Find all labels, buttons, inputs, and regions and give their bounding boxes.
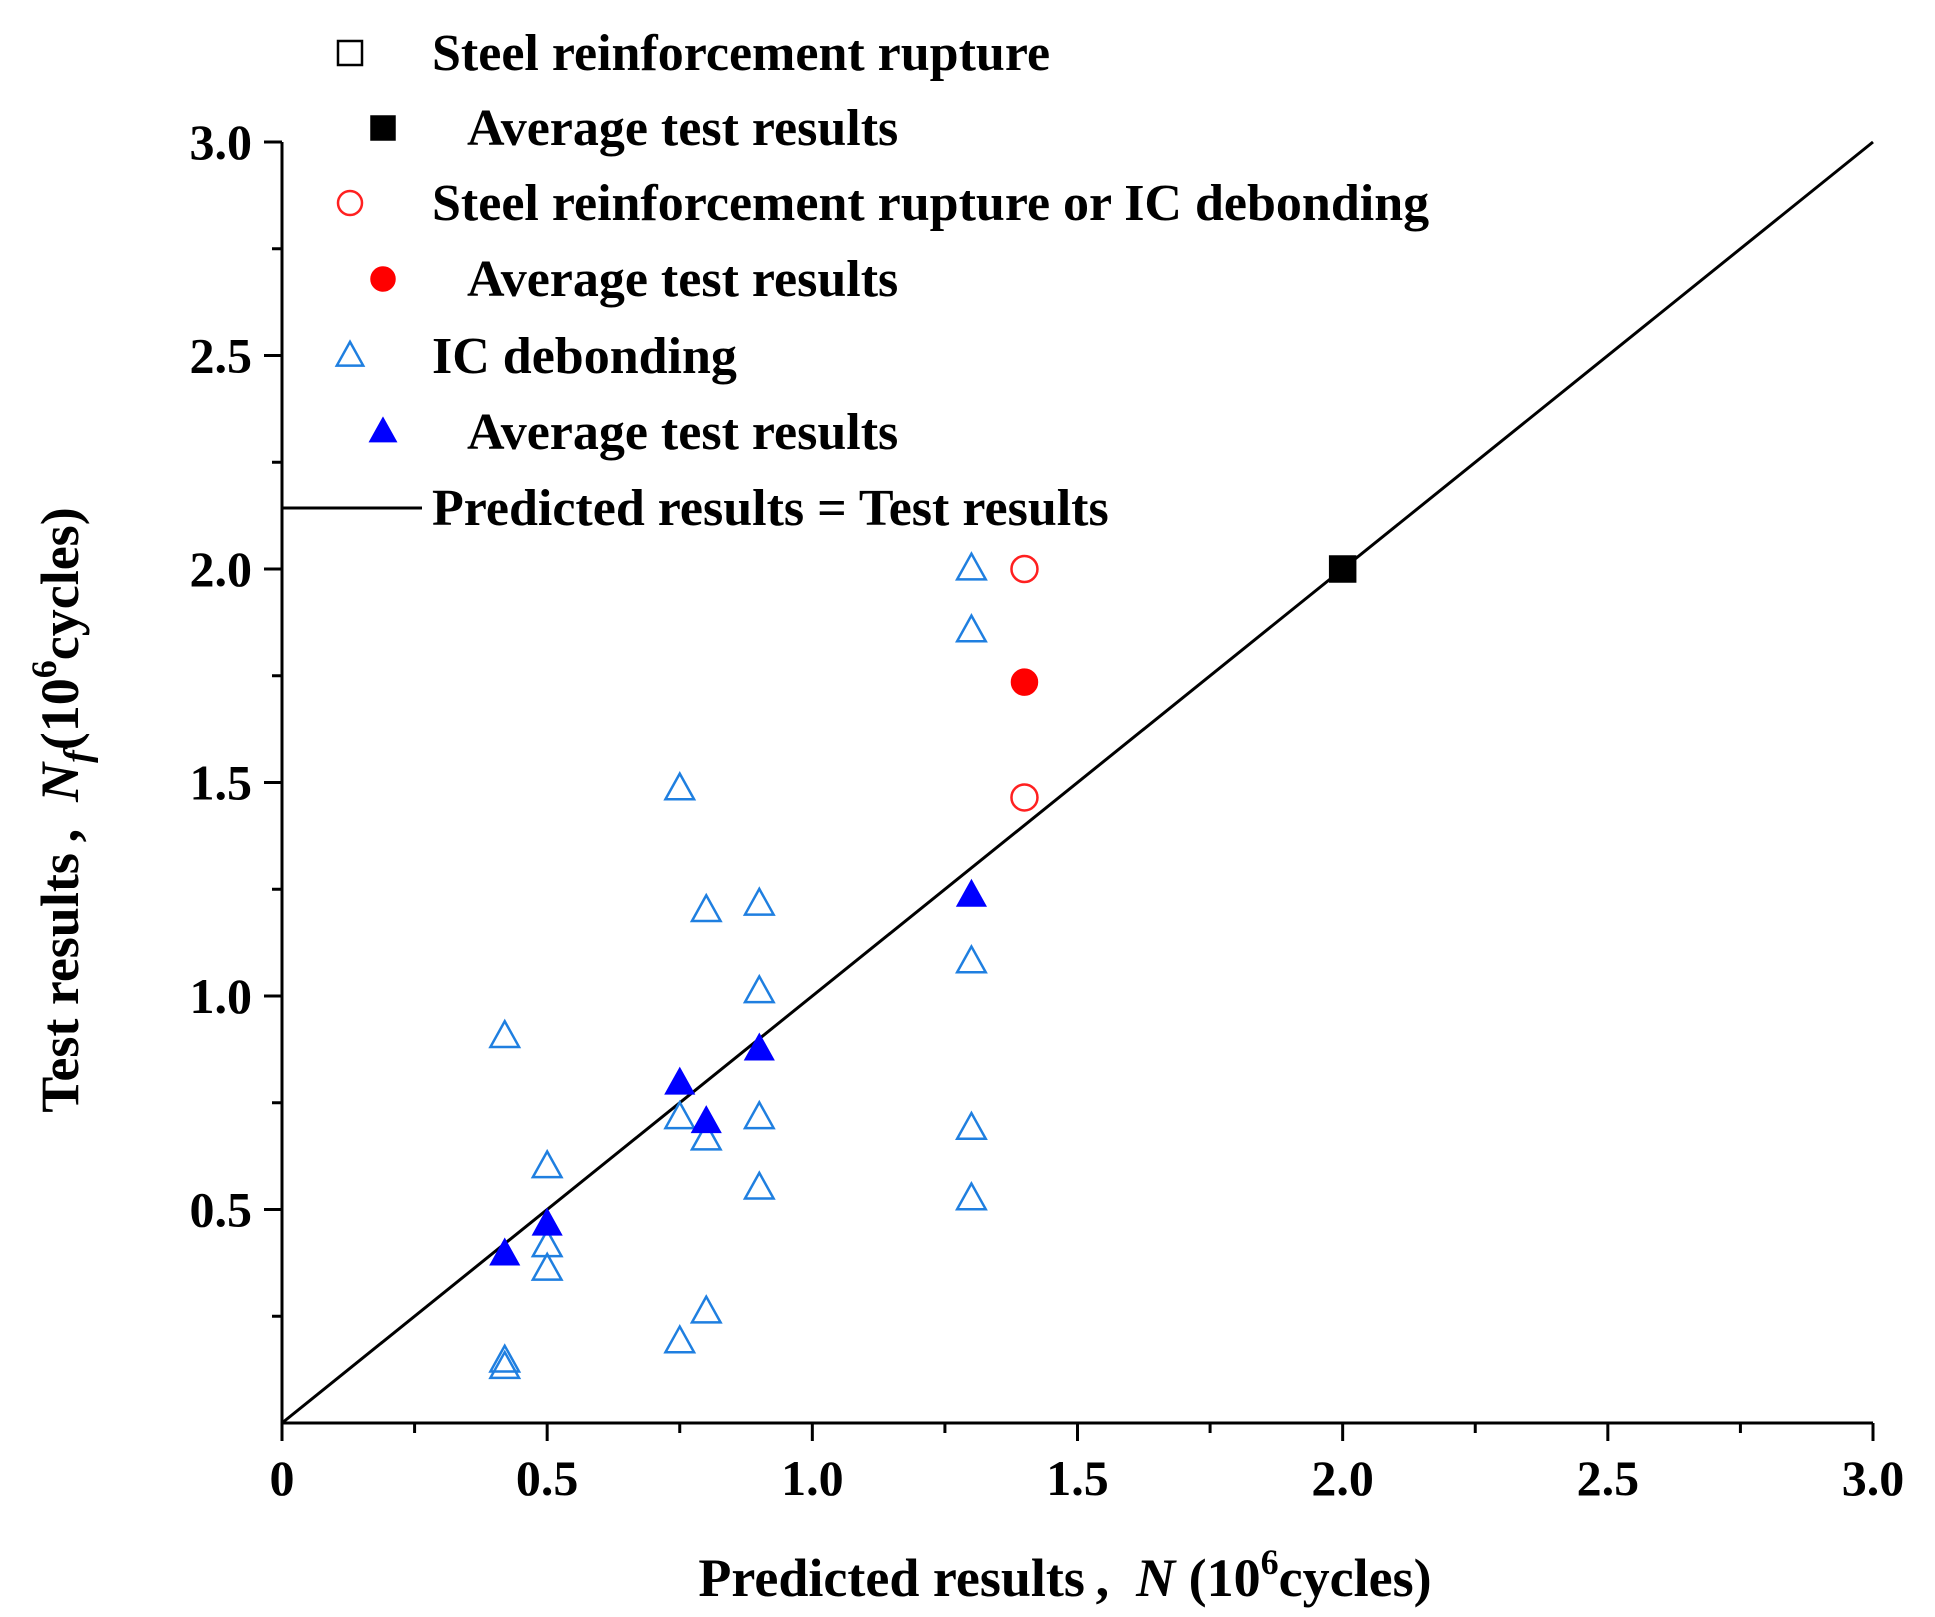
open-triangle-point — [663, 1323, 697, 1354]
markers-layer — [488, 551, 1357, 1380]
open-triangle-point — [663, 771, 697, 801]
legend-label: Average test results — [467, 404, 898, 461]
legend-label: Predicted results = Test results — [432, 480, 1109, 537]
open-triangle-point — [663, 1099, 697, 1130]
open-triangle-point — [530, 1251, 564, 1281]
open-triangle-point — [488, 1349, 522, 1380]
filled-triangle-point — [489, 1237, 521, 1266]
filled-circle-point — [1010, 668, 1039, 696]
open-triangle-point — [689, 892, 723, 923]
filled-triangle-point — [690, 1105, 722, 1134]
y-tick-label: 0.5 — [190, 1182, 253, 1238]
open-triangle-point — [955, 943, 988, 974]
open-triangle-point — [955, 1110, 988, 1140]
filled-triangle-point — [664, 1066, 696, 1095]
y-axis-title: Test results , Nf(106cycles) — [24, 507, 99, 1112]
legend-label: IC debonding — [432, 328, 737, 385]
open-triangle-point — [488, 1343, 522, 1373]
legend-circle-symbol — [370, 266, 396, 292]
open-triangle-point — [742, 973, 776, 1004]
legend-circle-symbol — [336, 189, 364, 217]
x-tick-label: 3.0 — [1842, 1450, 1905, 1506]
legend-label: Steel reinforcement rupture — [432, 25, 1050, 82]
x-tick-label: 2.5 — [1577, 1450, 1640, 1506]
filled-triangle-point — [531, 1207, 563, 1236]
open-triangle-point — [742, 1099, 776, 1130]
filled-triangle-point — [955, 878, 988, 907]
x-tick-label: 1.0 — [781, 1450, 844, 1506]
legend-triangle-symbol — [334, 339, 366, 367]
filled-triangle-point — [743, 1032, 775, 1061]
y-tick-label: 2.0 — [190, 541, 253, 597]
legend-label: Average test results — [467, 100, 898, 157]
x-tick-label: 1.5 — [1046, 1450, 1109, 1506]
x-tick-label: 0.5 — [516, 1450, 579, 1506]
y-tick-label: 3.0 — [190, 114, 253, 170]
axes-layer: 0 0.5 1.0 1.5 2.0 2.5 3.0 0.5 1.0 1.5 2.0 2.5 3.0 — [190, 114, 1905, 1506]
legend-label: Average test results — [467, 251, 898, 308]
x-tick-label: 2.0 — [1311, 1450, 1374, 1506]
legend: Steel reinforcement rupture Average test … — [282, 25, 1429, 537]
open-triangle-point — [530, 1148, 564, 1179]
legend-square-symbol — [370, 115, 396, 141]
filled-square-point — [1328, 555, 1357, 583]
y-tick-label: 2.5 — [190, 328, 253, 384]
open-triangle-point — [689, 1121, 723, 1151]
open-circle-point — [1010, 783, 1039, 812]
legend-square-symbol — [336, 39, 364, 67]
x-tick-label: 0 — [270, 1450, 295, 1506]
open-triangle-point — [955, 551, 988, 581]
x-axis-title: Predicted results , N (106cycles) — [698, 1542, 1431, 1608]
open-triangle-point — [742, 886, 776, 916]
legend-triangle-symbol — [368, 416, 398, 443]
legend-label: Steel reinforcement rupture or IC debond… — [432, 175, 1429, 232]
y-tick-label: 1.0 — [190, 968, 253, 1024]
open-circle-point — [1010, 554, 1039, 584]
open-triangle-point — [689, 1294, 723, 1324]
open-triangle-point — [955, 1180, 988, 1211]
open-triangle-point — [488, 1018, 522, 1049]
open-triangle-point — [742, 1170, 776, 1200]
open-triangle-point — [955, 613, 988, 643]
y-tick-label: 1.5 — [190, 755, 253, 811]
